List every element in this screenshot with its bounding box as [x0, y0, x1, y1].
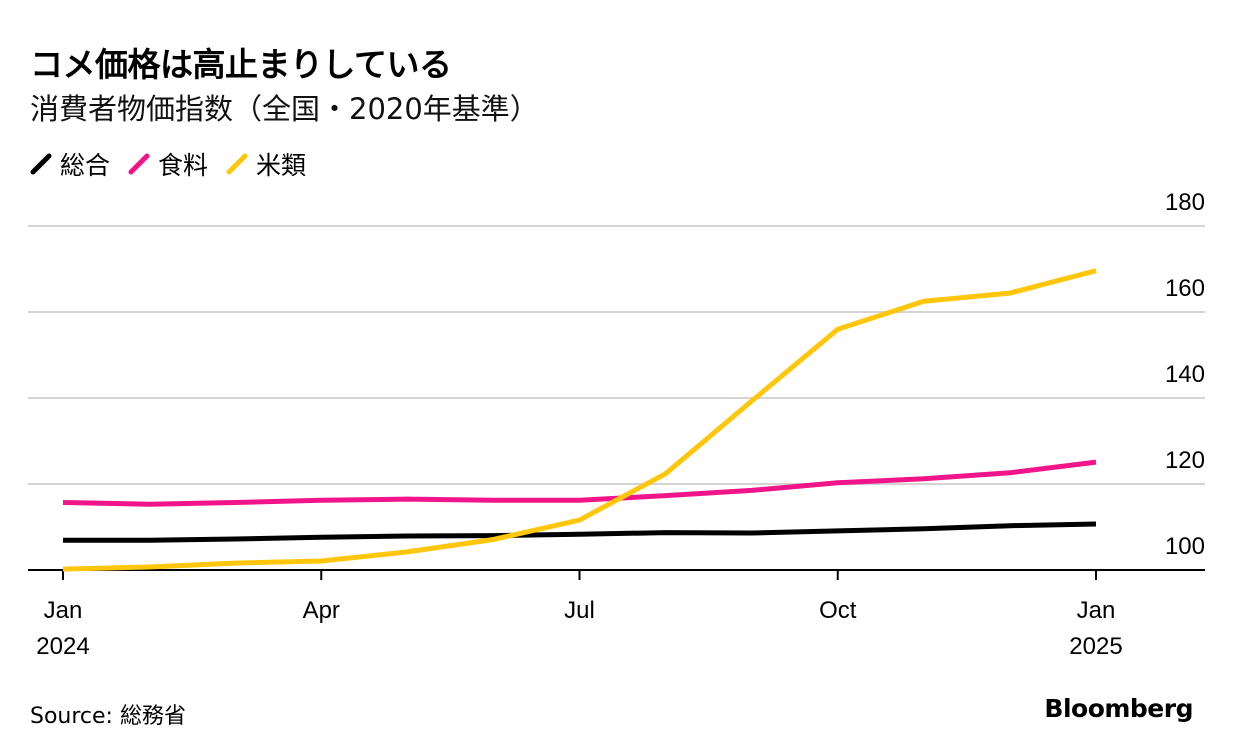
- x-tick-label-2024-07: Jul: [564, 597, 595, 624]
- legend-item-overall: 総合: [30, 146, 110, 182]
- y-tick-label-140: 140: [1165, 361, 1205, 388]
- x-tick-year-2024-01: 2024: [36, 633, 89, 660]
- legend-swatch-food: [128, 153, 150, 175]
- legend-swatch-overall: [30, 153, 52, 175]
- legend-label-overall: 総合: [60, 151, 111, 180]
- series-line-1: [62, 459, 1097, 507]
- series-line-2: [62, 268, 1097, 572]
- legend-item-rice: 米類: [226, 146, 306, 182]
- x-tick-label-2024-01: Jan: [44, 597, 83, 624]
- legend-item-food: 食料: [128, 146, 208, 182]
- legend-swatch-rice: [226, 153, 248, 175]
- series-line-0: [63, 521, 1097, 543]
- y-tick-label-180: 180: [1165, 189, 1205, 216]
- legend-label-rice: 米類: [256, 151, 307, 180]
- chart-subtitle: 消費者物価指数（全国・2020年基準）: [30, 92, 539, 126]
- chart-title: コメ価格は高止まりしている: [30, 45, 452, 84]
- legend-label-food: 食料: [158, 151, 209, 180]
- x-tick-label-2025-01: Jan: [1077, 597, 1116, 624]
- y-tick-label-100: 100: [1165, 533, 1205, 560]
- y-tick-label-160: 160: [1165, 275, 1205, 302]
- x-tick-label-2024-04: Apr: [303, 597, 340, 624]
- x-tick-year-2025-01: 2025: [1069, 633, 1122, 660]
- y-tick-label-120: 120: [1165, 447, 1205, 474]
- legend: 総合 食料 米類: [30, 146, 324, 182]
- x-tick-label-2024-10: Oct: [819, 597, 857, 624]
- source-note: Source: 総務省: [30, 704, 186, 729]
- bloomberg-logo: Bloomberg: [1044, 694, 1193, 723]
